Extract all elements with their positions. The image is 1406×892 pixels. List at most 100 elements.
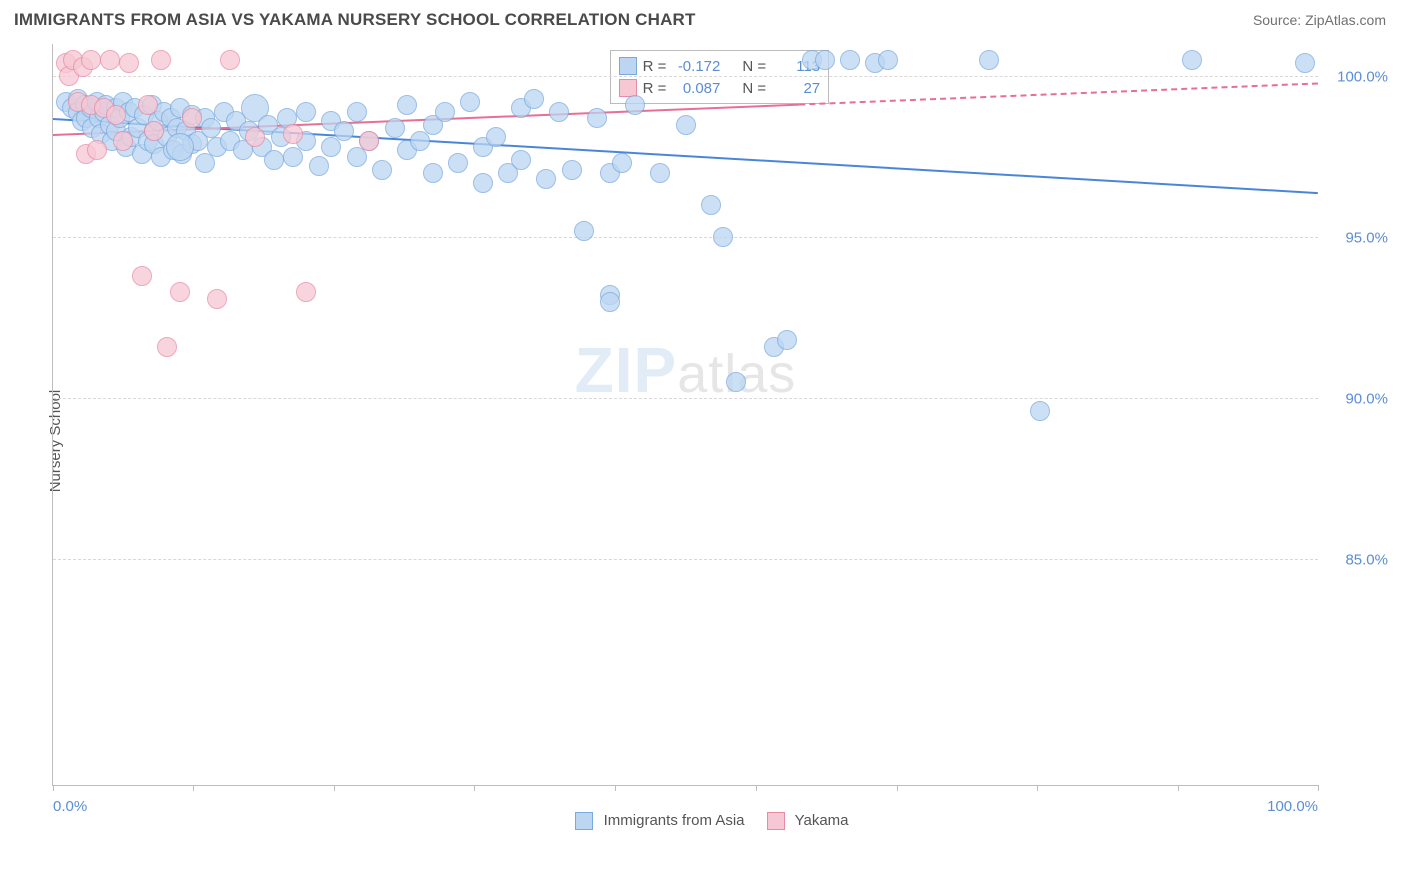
data-point xyxy=(840,50,860,70)
data-point xyxy=(151,50,171,70)
legend-swatch-a-icon xyxy=(575,812,593,830)
chart-area: Nursery School ZIPatlas R = -0.172 N = 1… xyxy=(10,36,1396,846)
data-point xyxy=(138,95,158,115)
data-point xyxy=(245,127,265,147)
data-point xyxy=(625,95,645,115)
data-point xyxy=(448,153,468,173)
data-point xyxy=(713,227,733,247)
data-point xyxy=(309,156,329,176)
stats-row-a: R = -0.172 N = 113 xyxy=(619,55,821,77)
data-point xyxy=(87,140,107,160)
data-point xyxy=(81,50,101,70)
y-tick-label: 95.0% xyxy=(1326,230,1388,247)
data-point xyxy=(423,163,443,183)
x-tick xyxy=(897,785,898,791)
data-point xyxy=(220,50,240,70)
data-point xyxy=(264,150,284,170)
stat-n-label-b: N = xyxy=(742,80,766,97)
legend-label-a: Immigrants from Asia xyxy=(604,812,745,829)
data-point xyxy=(726,372,746,392)
x-tick xyxy=(474,785,475,791)
data-point xyxy=(296,282,316,302)
data-point xyxy=(372,160,392,180)
stat-r-label-b: R = xyxy=(643,80,667,97)
data-point xyxy=(650,163,670,183)
data-point xyxy=(600,292,620,312)
data-point xyxy=(536,169,556,189)
gridline: 100.0% xyxy=(53,76,1318,77)
legend-swatch-b-icon xyxy=(767,812,785,830)
chart-title: IMMIGRANTS FROM ASIA VS YAKAMA NURSERY S… xyxy=(14,10,696,30)
swatch-a-icon xyxy=(619,57,637,75)
data-point xyxy=(574,221,594,241)
chart-source: Source: ZipAtlas.com xyxy=(1253,12,1386,28)
legend-label-b: Yakama xyxy=(795,812,849,829)
data-point xyxy=(435,102,455,122)
data-point xyxy=(321,137,341,157)
y-tick-label: 100.0% xyxy=(1326,69,1388,86)
x-tick xyxy=(756,785,757,791)
data-point xyxy=(524,89,544,109)
chart-header: IMMIGRANTS FROM ASIA VS YAKAMA NURSERY S… xyxy=(0,0,1406,36)
x-tick xyxy=(193,785,194,791)
stat-r-label-a: R = xyxy=(643,58,667,75)
data-point xyxy=(1182,50,1202,70)
data-point xyxy=(195,153,215,173)
stat-n-value-b: 27 xyxy=(772,80,820,97)
trend-line xyxy=(799,83,1318,106)
data-point xyxy=(701,195,721,215)
data-point xyxy=(562,160,582,180)
data-point xyxy=(612,153,632,173)
x-tick xyxy=(1318,785,1319,791)
data-point xyxy=(777,330,797,350)
data-point xyxy=(113,131,133,151)
data-point xyxy=(473,173,493,193)
data-point xyxy=(106,105,126,125)
data-point xyxy=(296,102,316,122)
data-point xyxy=(347,147,367,167)
data-point xyxy=(486,127,506,147)
plot-region: ZIPatlas R = -0.172 N = 113 R = 0.087 N … xyxy=(52,44,1318,786)
data-point xyxy=(549,102,569,122)
y-tick-label: 90.0% xyxy=(1326,391,1388,408)
data-point xyxy=(460,92,480,112)
data-point xyxy=(359,131,379,151)
data-point xyxy=(334,121,354,141)
data-point xyxy=(587,108,607,128)
data-point xyxy=(347,102,367,122)
x-tick xyxy=(615,785,616,791)
stat-r-value-b: 0.087 xyxy=(672,80,720,97)
gridline: 95.0% xyxy=(53,237,1318,238)
stat-n-label-a: N = xyxy=(742,58,766,75)
x-tick xyxy=(1178,785,1179,791)
data-point xyxy=(878,50,898,70)
bottom-legend: Immigrants from Asia Yakama xyxy=(10,812,1396,830)
data-point xyxy=(132,266,152,286)
data-point xyxy=(397,95,417,115)
gridline: 90.0% xyxy=(53,398,1318,399)
data-point xyxy=(385,118,405,138)
x-tick xyxy=(1037,785,1038,791)
data-point xyxy=(144,121,164,141)
data-point xyxy=(676,115,696,135)
x-tick xyxy=(53,785,54,791)
data-point xyxy=(1030,401,1050,421)
data-point xyxy=(100,50,120,70)
data-point xyxy=(201,118,221,138)
data-point xyxy=(1295,53,1315,73)
gridline: 85.0% xyxy=(53,559,1318,560)
data-point xyxy=(283,147,303,167)
watermark: ZIPatlas xyxy=(575,333,797,407)
data-point xyxy=(170,282,190,302)
data-point xyxy=(119,53,139,73)
data-point xyxy=(283,124,303,144)
y-tick-label: 85.0% xyxy=(1326,552,1388,569)
data-point xyxy=(511,150,531,170)
data-point xyxy=(979,50,999,70)
stats-row-b: R = 0.087 N = 27 xyxy=(619,77,821,99)
data-point xyxy=(182,108,202,128)
x-tick xyxy=(334,785,335,791)
stat-r-value-a: -0.172 xyxy=(672,58,720,75)
data-point xyxy=(207,289,227,309)
data-point xyxy=(157,337,177,357)
